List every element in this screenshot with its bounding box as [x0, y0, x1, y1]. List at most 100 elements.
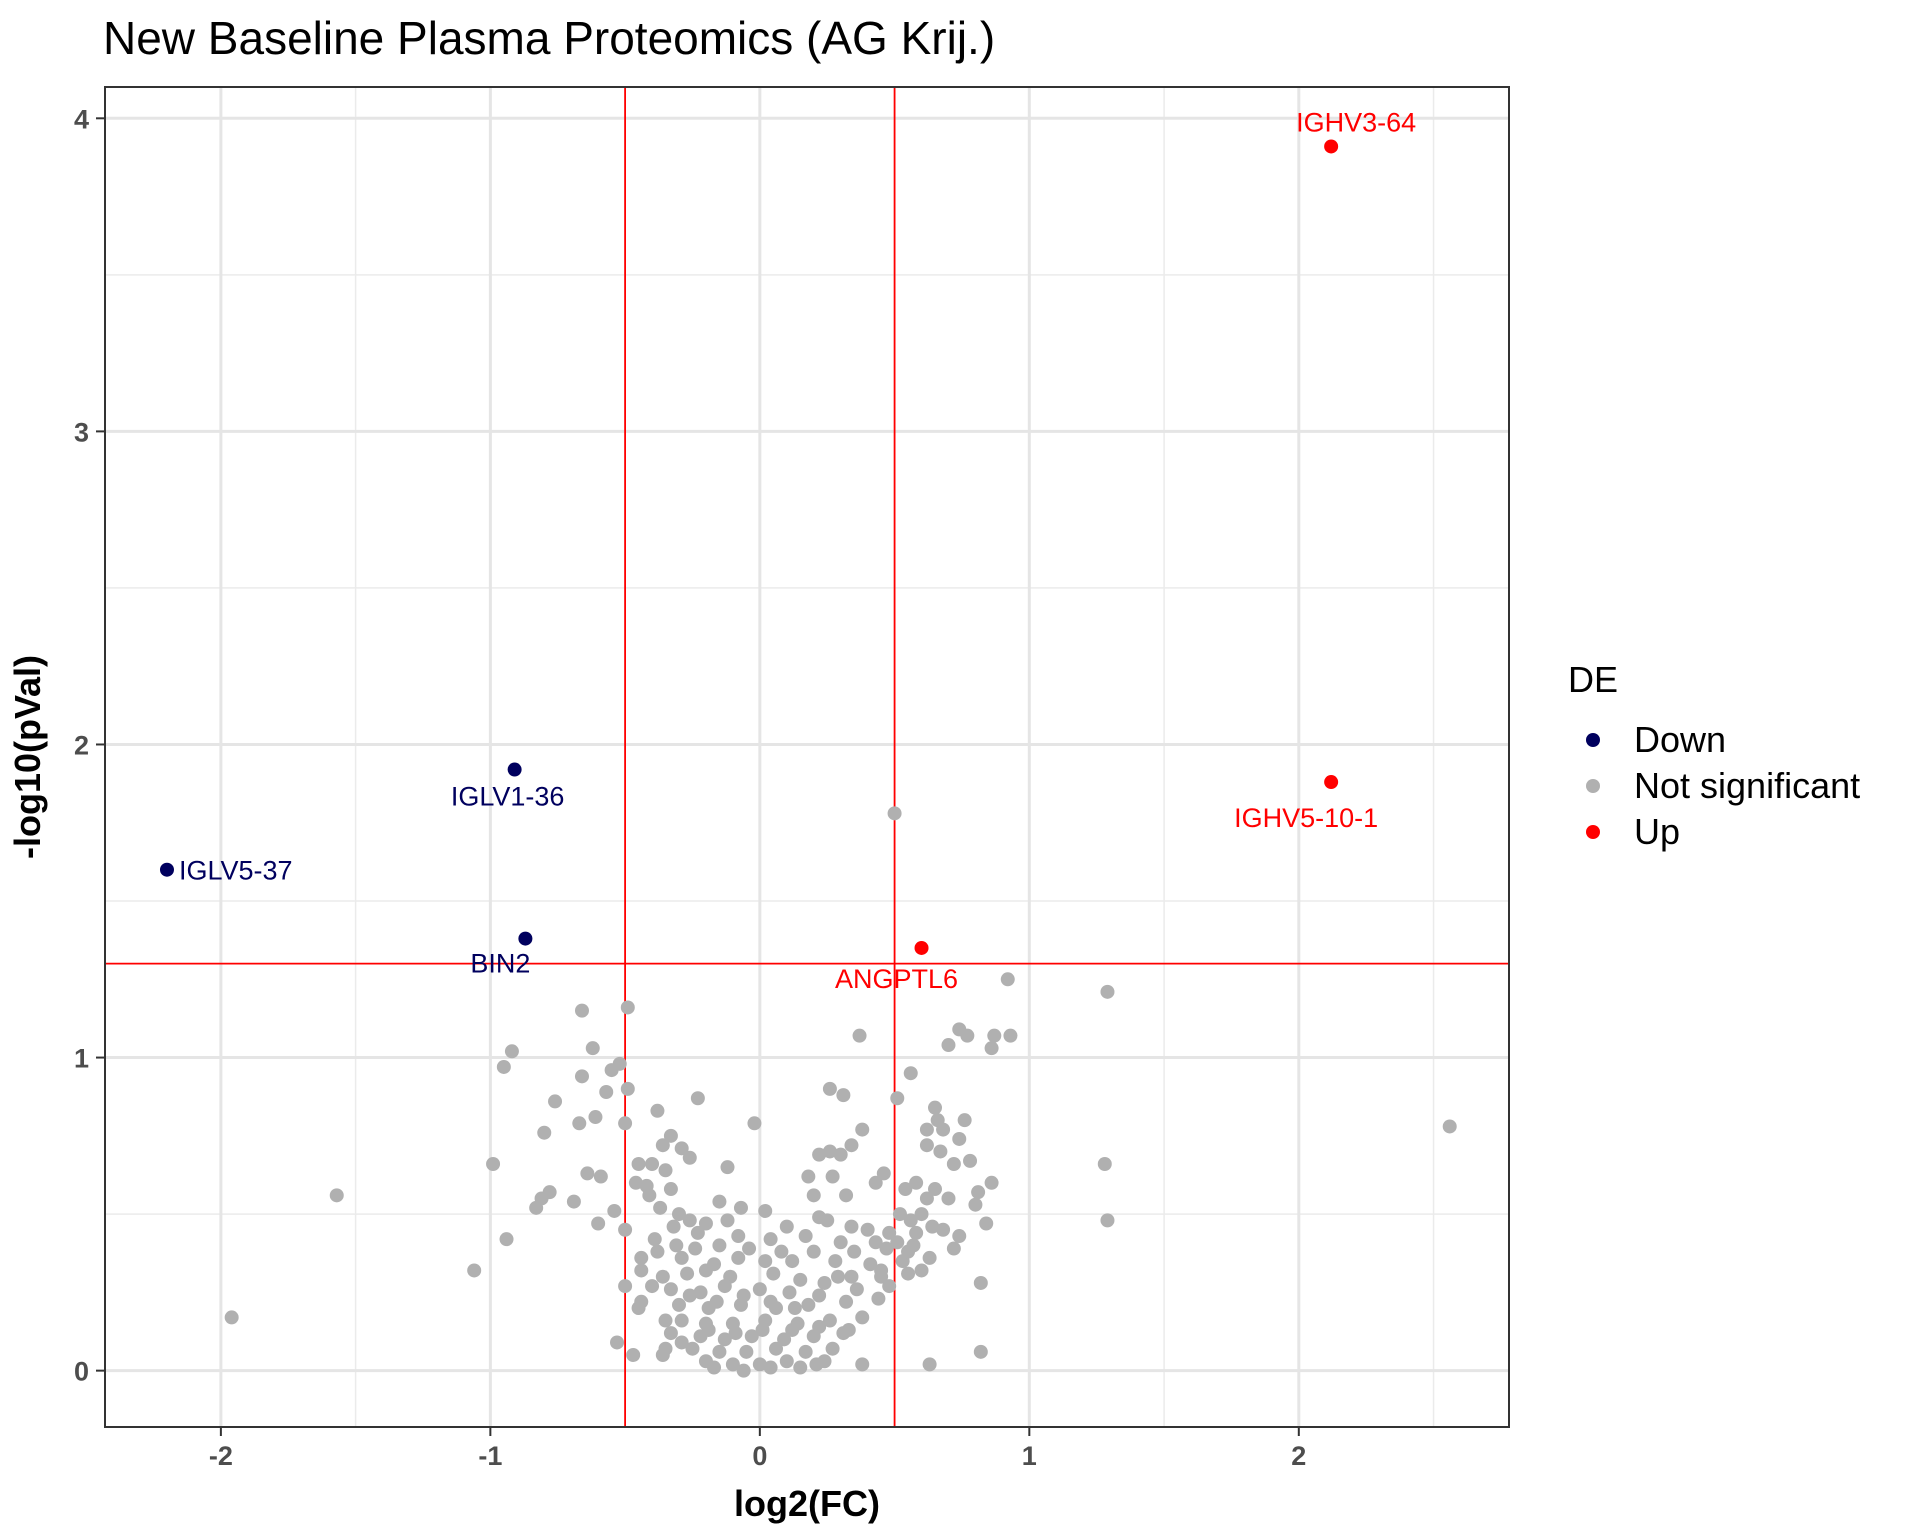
data-point: [801, 1169, 816, 1184]
data-point: [957, 1113, 972, 1128]
data-point: [674, 1141, 689, 1156]
data-point: [936, 1222, 951, 1237]
data-point: [892, 1207, 907, 1222]
data-point: [224, 1310, 239, 1325]
data-point: [847, 1244, 862, 1259]
data-point: [941, 1038, 956, 1053]
data-point: [769, 1341, 784, 1356]
data-point: [742, 1241, 757, 1256]
data-point: [779, 1354, 794, 1369]
data-point: [952, 1229, 967, 1244]
data-point: [574, 1003, 589, 1018]
data-point: [1324, 139, 1339, 154]
data-point: [882, 1225, 897, 1240]
data-point: [868, 1175, 883, 1190]
data-point: [901, 1244, 916, 1259]
data-point: [548, 1094, 563, 1109]
data-point: [680, 1266, 695, 1281]
data-point: [922, 1250, 937, 1265]
legend-key: [1586, 733, 1600, 747]
data-point: [653, 1200, 668, 1215]
data-point: [812, 1147, 827, 1162]
data-point: [1100, 984, 1115, 999]
data-point: [793, 1272, 808, 1287]
data-point: [693, 1285, 708, 1300]
y-tick-label: 1: [74, 1044, 89, 1074]
data-point: [882, 1279, 897, 1294]
data-point: [682, 1288, 697, 1303]
data-point: [763, 1294, 778, 1309]
data-point: [833, 1235, 848, 1250]
legend-items: Down Not significant Up: [1586, 719, 1860, 852]
point-label: IGHV3-64: [1296, 107, 1416, 137]
data-point: [806, 1188, 821, 1203]
data-point: [758, 1203, 773, 1218]
data-point: [946, 1241, 961, 1256]
data-point: [785, 1254, 800, 1269]
data-point: [529, 1200, 544, 1215]
data-point: [936, 1122, 951, 1137]
data-point: [798, 1344, 813, 1359]
data-point: [496, 1059, 511, 1074]
data-point: [682, 1213, 697, 1228]
data-point: [674, 1250, 689, 1265]
data-point: [159, 862, 174, 877]
data-point: [833, 1147, 848, 1162]
data-point: [822, 1144, 837, 1159]
data-point: [844, 1269, 859, 1284]
data-point: [758, 1254, 773, 1269]
data-point: [898, 1182, 913, 1197]
data-point: [779, 1219, 794, 1234]
data-point: [671, 1207, 686, 1222]
data-point: [817, 1275, 832, 1290]
data-point: [987, 1028, 1002, 1043]
data-point: [566, 1194, 581, 1209]
data-point: [946, 1157, 961, 1172]
data-point: [747, 1116, 762, 1131]
y-axis-ticks: 0 1 2 3 4: [74, 104, 105, 1387]
data-point: [941, 1191, 956, 1206]
data-point: [593, 1169, 608, 1184]
data-point: [698, 1216, 713, 1231]
data-point: [650, 1103, 665, 1118]
data-point: [971, 1185, 986, 1200]
x-axis-ticks: -2 -1 0 1 2: [209, 1427, 1306, 1471]
data-point: [642, 1188, 657, 1203]
data-point: [731, 1250, 746, 1265]
data-point: [952, 1131, 967, 1146]
data-point: [763, 1232, 778, 1247]
data-point: [707, 1360, 722, 1375]
data-point: [755, 1322, 770, 1337]
data-point: [979, 1216, 994, 1231]
data-point: [752, 1357, 767, 1372]
data-point: [928, 1182, 943, 1197]
data-point: [963, 1153, 978, 1168]
data-point: [914, 940, 929, 955]
data-point: [537, 1125, 552, 1140]
data-point: [984, 1041, 999, 1056]
data-point: [701, 1322, 716, 1337]
data-point: [628, 1175, 643, 1190]
data-point: [798, 1229, 813, 1244]
data-point: [874, 1263, 889, 1278]
data-points: [159, 139, 1457, 1378]
data-point: [925, 1219, 940, 1234]
x-axis-title: log2(FC): [734, 1483, 880, 1524]
data-point: [1000, 972, 1015, 987]
data-point: [836, 1088, 851, 1103]
data-point: [518, 931, 533, 946]
data-point: [666, 1219, 681, 1234]
data-point: [720, 1160, 735, 1175]
data-point: [607, 1203, 622, 1218]
data-point: [717, 1279, 732, 1294]
data-point: [329, 1188, 344, 1203]
data-point: [674, 1335, 689, 1350]
x-tick-label: -2: [209, 1441, 233, 1471]
data-point: [984, 1175, 999, 1190]
data-point: [620, 1081, 635, 1096]
grid-major-lines: [105, 87, 1509, 1427]
y-tick-label: 4: [74, 104, 89, 134]
y-tick-label: 3: [74, 417, 89, 447]
